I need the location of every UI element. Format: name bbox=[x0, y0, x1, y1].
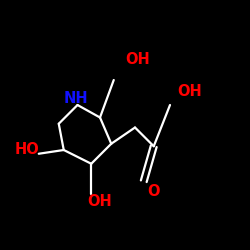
Text: O: O bbox=[148, 184, 160, 199]
Text: OH: OH bbox=[178, 84, 202, 99]
Text: OH: OH bbox=[125, 52, 150, 68]
Text: HO: HO bbox=[15, 142, 40, 158]
Text: OH: OH bbox=[88, 194, 112, 209]
Text: NH: NH bbox=[64, 91, 88, 106]
